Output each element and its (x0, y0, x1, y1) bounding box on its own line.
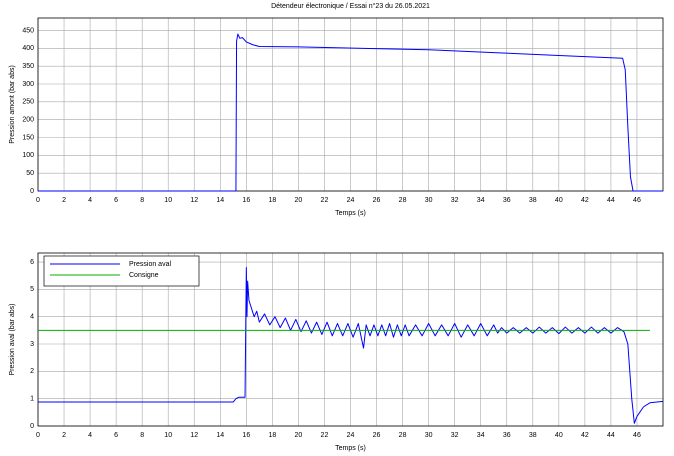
x-tick-label: 8 (140, 197, 144, 204)
y-axis-label: Pression aval (bar abs) (9, 304, 16, 376)
x-tick-label: 46 (633, 432, 641, 439)
x-tick-label: 34 (477, 197, 485, 204)
x-tick-label: 22 (321, 432, 329, 439)
x-tick-label: 14 (216, 197, 224, 204)
legend-label: Consigne (129, 272, 159, 279)
y-tick-label: 200 (22, 117, 34, 124)
x-tick-label: 10 (164, 197, 172, 204)
y-tick-label: 300 (22, 81, 34, 88)
y-tick-label: 1 (30, 396, 34, 403)
y-tick-label: 6 (30, 259, 34, 266)
data-line (38, 33, 663, 192)
x-tick-label: 12 (190, 197, 198, 204)
x-tick-label: 8 (140, 432, 144, 439)
y-tick-label: 4 (30, 314, 34, 321)
x-tick-label: 16 (242, 197, 250, 204)
x-tick-label: 38 (529, 432, 537, 439)
x-tick-label: 12 (190, 432, 198, 439)
y-tick-label: 450 (22, 27, 34, 34)
y-tick-label: 100 (22, 152, 34, 159)
x-tick-label: 30 (425, 432, 433, 439)
x-tick-label: 0 (36, 197, 40, 204)
legend-box (43, 255, 200, 287)
x-tick-label: 38 (529, 197, 537, 204)
x-tick-label: 36 (503, 432, 511, 439)
x-tick-label: 24 (347, 197, 355, 204)
y-tick-label: 400 (22, 45, 34, 52)
x-tick-label: 32 (451, 197, 459, 204)
chart-title: Détendeur électronique / Essai n°23 du 2… (271, 2, 430, 10)
x-tick-label: 32 (451, 432, 459, 439)
plot-frame (37, 17, 664, 192)
x-tick-label: 30 (425, 197, 433, 204)
x-tick-label: 6 (114, 432, 118, 439)
x-tick-label: 40 (555, 197, 563, 204)
y-tick-label: 0 (30, 188, 34, 195)
x-tick-label: 4 (88, 432, 92, 439)
y-tick-label: 150 (22, 134, 34, 141)
y-tick-label: 2 (30, 368, 34, 375)
x-tick-label: 26 (373, 197, 381, 204)
y-tick-label: 5 (30, 286, 34, 293)
x-tick-label: 10 (164, 432, 172, 439)
x-tick-label: 26 (373, 432, 381, 439)
x-tick-label: 18 (268, 197, 276, 204)
plot-frame (37, 252, 664, 427)
y-tick-label: 0 (30, 423, 34, 430)
x-tick-label: 44 (607, 197, 615, 204)
x-tick-label: 24 (347, 432, 355, 439)
x-tick-label: 40 (555, 432, 563, 439)
x-tick-label: 18 (268, 432, 276, 439)
x-tick-label: 44 (607, 432, 615, 439)
x-tick-label: 42 (581, 432, 589, 439)
y-tick-label: 250 (22, 99, 34, 106)
y-tick-label: 3 (30, 341, 34, 348)
x-tick-label: 28 (399, 432, 407, 439)
x-axis-label: Temps (s) (335, 210, 366, 217)
x-tick-label: 36 (503, 197, 511, 204)
x-tick-label: 20 (295, 432, 303, 439)
x-tick-label: 28 (399, 197, 407, 204)
x-tick-label: 16 (242, 432, 250, 439)
legend-label: Pression aval (129, 261, 171, 268)
x-tick-label: 2 (62, 197, 66, 204)
y-tick-label: 50 (26, 170, 34, 177)
x-tick-label: 46 (633, 197, 641, 204)
y-tick-label: 350 (22, 63, 34, 70)
y-axis-label: Pression amont (bar abs) (9, 65, 16, 144)
x-axis-label: Temps (s) (335, 445, 366, 452)
x-tick-label: 22 (321, 197, 329, 204)
x-tick-label: 20 (295, 197, 303, 204)
x-tick-label: 14 (216, 432, 224, 439)
x-tick-label: 0 (36, 432, 40, 439)
x-tick-label: 4 (88, 197, 92, 204)
x-tick-label: 42 (581, 197, 589, 204)
x-tick-label: 2 (62, 432, 66, 439)
x-tick-label: 6 (114, 197, 118, 204)
x-tick-label: 34 (477, 432, 485, 439)
